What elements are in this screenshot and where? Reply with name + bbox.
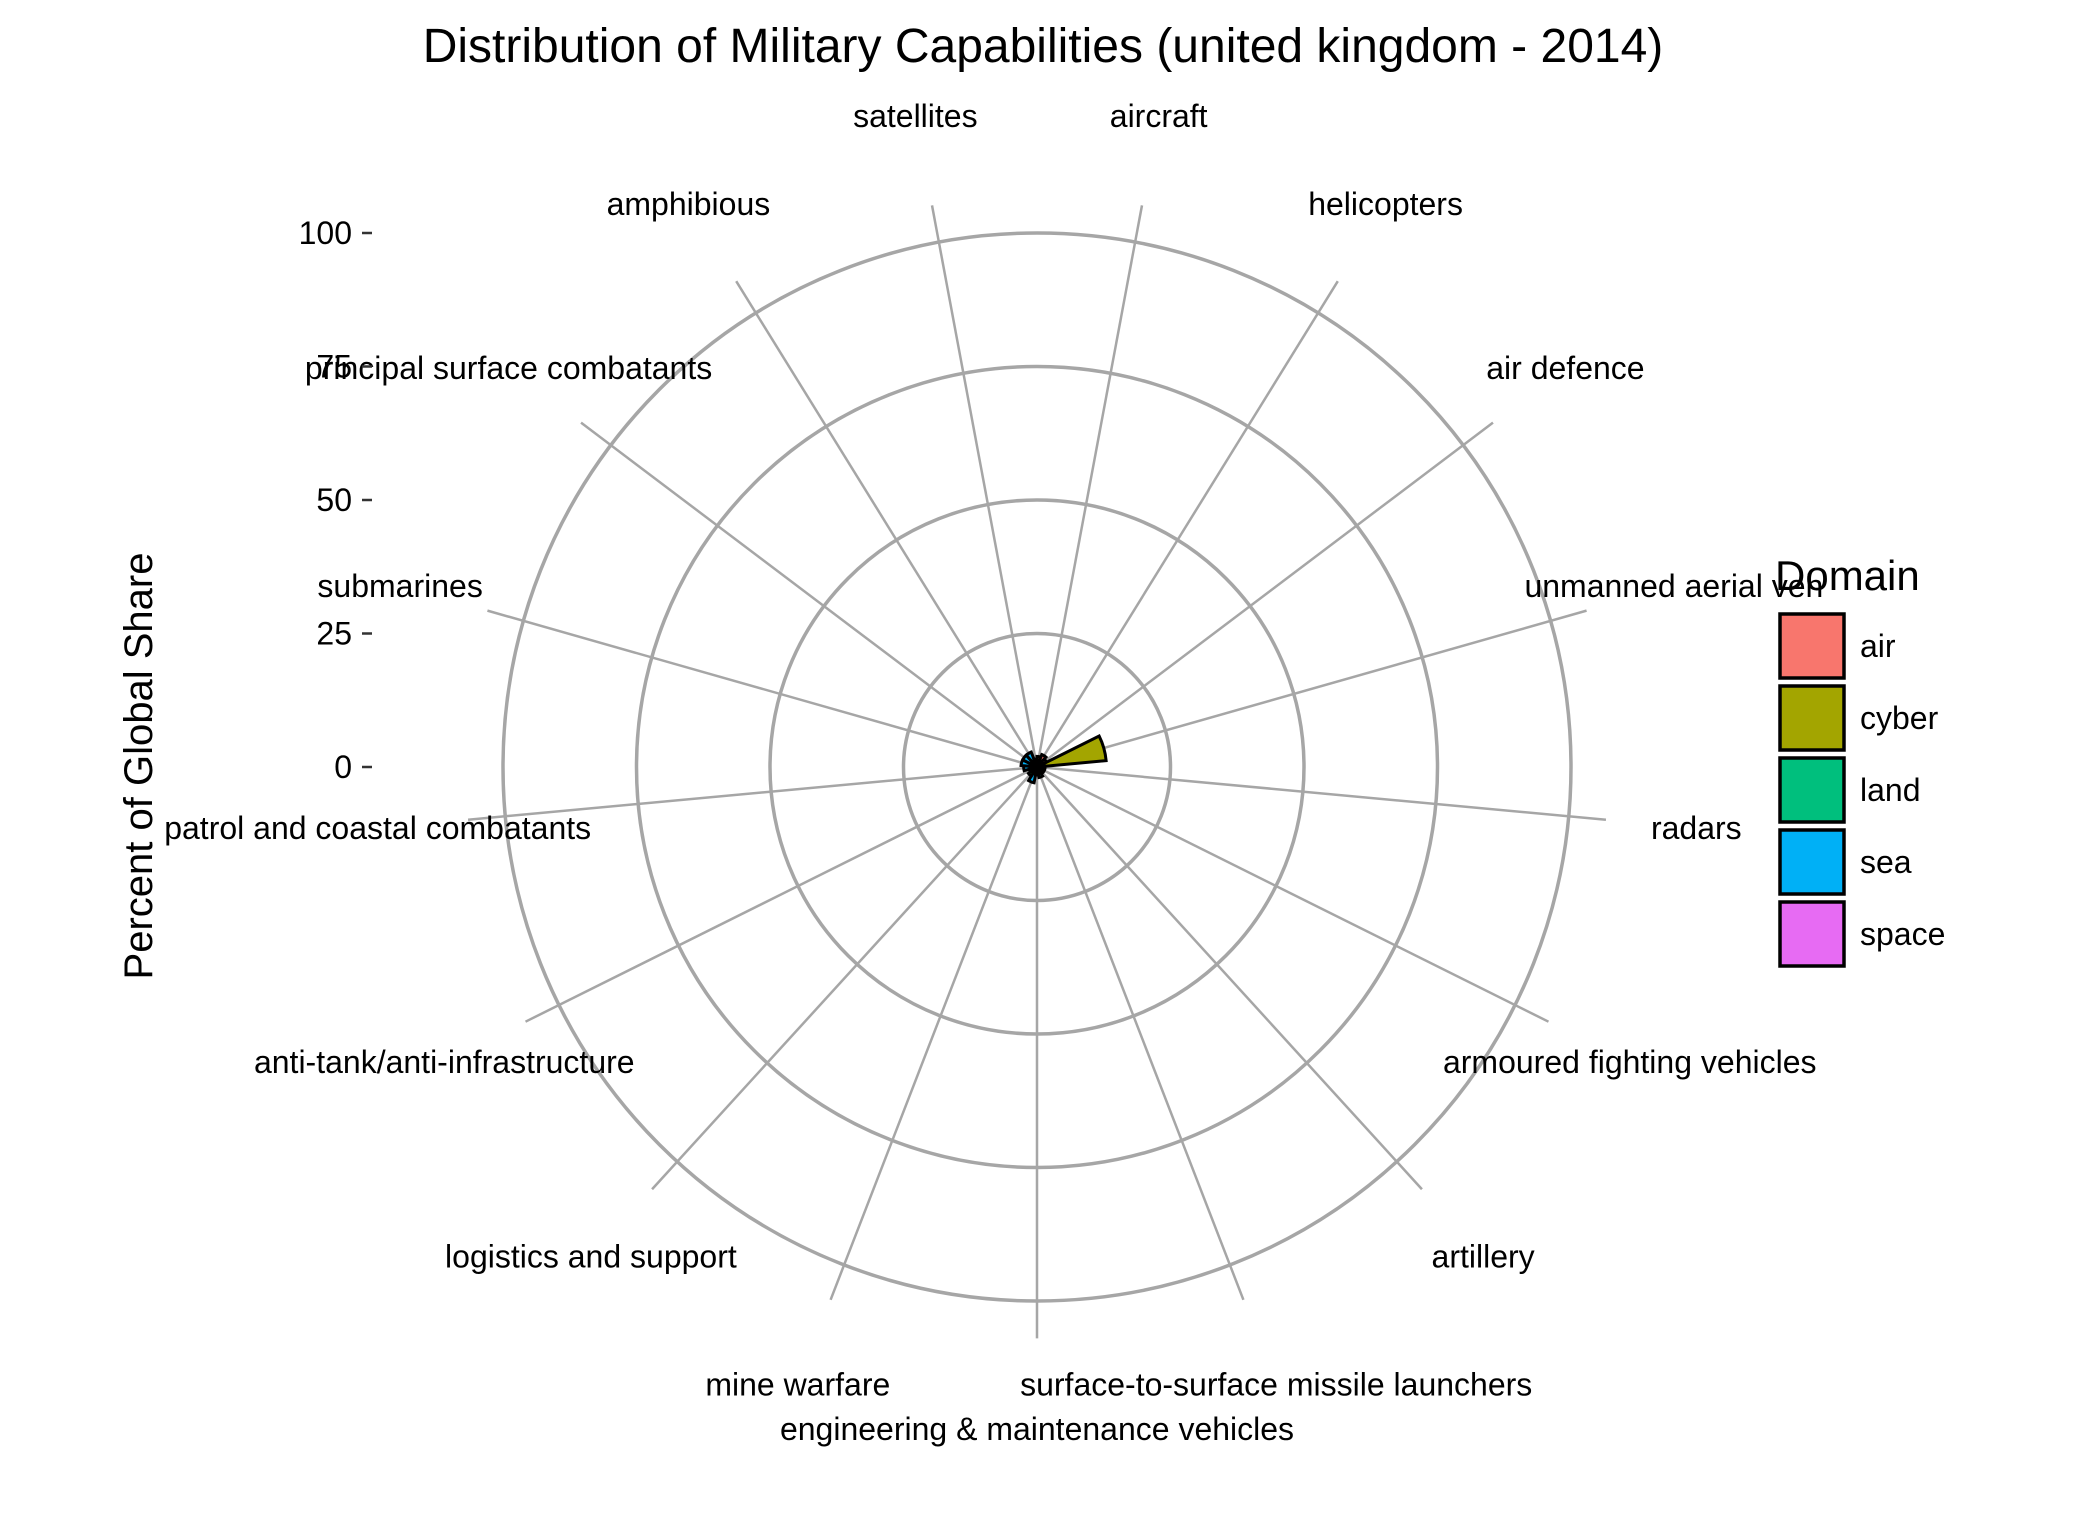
legend-key-cyber bbox=[1778, 684, 1846, 752]
category-label: patrol and coastal combatants bbox=[164, 810, 591, 846]
grid-spoke bbox=[1035, 766, 1245, 1301]
grid-spoke bbox=[651, 766, 1038, 1191]
y-tick-label: 100 bbox=[299, 215, 352, 251]
category-label: artillery bbox=[1432, 1238, 1535, 1274]
polar-grid bbox=[467, 205, 1607, 1339]
category-labels: aircraft helicopters air defence unmanned a… bbox=[164, 98, 1823, 1447]
grid-spoke bbox=[829, 766, 1039, 1301]
grid-spoke bbox=[930, 205, 1039, 768]
y-tick-label: 0 bbox=[334, 749, 352, 785]
y-tick-label: 50 bbox=[316, 482, 352, 518]
legend-key-air bbox=[1778, 612, 1846, 680]
grid-spoke bbox=[1036, 421, 1494, 768]
category-label: air defence bbox=[1486, 350, 1644, 386]
category-label: unmanned aerial veh bbox=[1524, 568, 1823, 604]
chart-title: Distribution of Military Capabilities (u… bbox=[423, 20, 1664, 73]
legend-title: Domain bbox=[1775, 552, 1920, 599]
grid-spoke bbox=[580, 421, 1038, 768]
grid-spoke bbox=[487, 609, 1038, 769]
category-label: armoured fighting vehicles bbox=[1443, 1044, 1817, 1080]
category-label: submarines bbox=[317, 568, 482, 604]
category-label: mine warfare bbox=[705, 1366, 890, 1402]
grid-spoke bbox=[1036, 766, 1423, 1191]
legend-label-space: space bbox=[1860, 916, 1945, 952]
legend-label-cyber: cyber bbox=[1860, 700, 1939, 736]
category-label: anti-tank/anti-infrastructure bbox=[254, 1044, 635, 1080]
legend-key-land bbox=[1778, 756, 1846, 824]
wedge-unmanned-aerial-veh bbox=[1036, 734, 1108, 769]
legend-items: air cyber land sea space bbox=[1778, 612, 1945, 968]
category-label: helicopters bbox=[1308, 186, 1463, 222]
category-label: principal surface combatants bbox=[305, 350, 712, 386]
legend: Domain air cyber land sea space bbox=[1775, 552, 1945, 968]
y-axis-ticks: 0 25 50 75 100 bbox=[299, 215, 372, 785]
legend-key-sea bbox=[1778, 828, 1846, 896]
category-label: satellites bbox=[853, 98, 978, 134]
category-label: radars bbox=[1651, 810, 1742, 846]
legend-label-air: air bbox=[1860, 628, 1896, 664]
category-label: amphibious bbox=[607, 186, 771, 222]
y-tick-label: 75 bbox=[316, 349, 352, 385]
grid-spoke bbox=[1036, 609, 1587, 769]
grid-spoke bbox=[524, 765, 1038, 1023]
legend-label-sea: sea bbox=[1860, 844, 1912, 880]
grid-spoke bbox=[1036, 765, 1607, 821]
y-axis-label: Percent of Global Share bbox=[117, 553, 161, 980]
y-tick-label: 25 bbox=[316, 616, 352, 652]
category-label: engineering & maintenance vehicles bbox=[780, 1411, 1294, 1447]
legend-label-land: land bbox=[1860, 772, 1921, 808]
category-label: surface-to-surface missile launchers bbox=[1020, 1366, 1532, 1402]
grid-spoke bbox=[467, 765, 1038, 821]
category-label: logistics and support bbox=[445, 1238, 737, 1274]
grid-spoke bbox=[1035, 280, 1339, 768]
grid-spoke bbox=[735, 280, 1039, 768]
category-label: aircraft bbox=[1110, 98, 1208, 134]
grid-spoke bbox=[1036, 765, 1550, 1023]
wedge-satellites bbox=[1032, 757, 1039, 768]
wedges bbox=[1019, 734, 1108, 785]
grid-spoke bbox=[1035, 205, 1144, 768]
legend-key-space bbox=[1778, 900, 1846, 968]
